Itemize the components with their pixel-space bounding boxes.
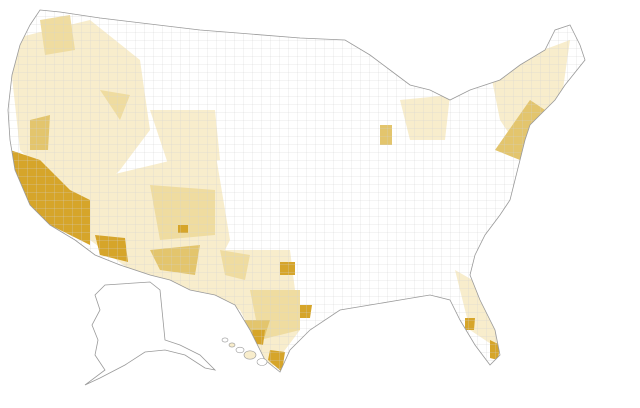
- hawaii-island: [228, 342, 236, 348]
- hawaii-island: [256, 358, 268, 366]
- hawaii-island: [221, 337, 229, 343]
- hawaii: [221, 337, 268, 366]
- hawaii-island: [243, 350, 257, 360]
- hawaii-island: [235, 346, 245, 354]
- alaska: [84, 281, 217, 386]
